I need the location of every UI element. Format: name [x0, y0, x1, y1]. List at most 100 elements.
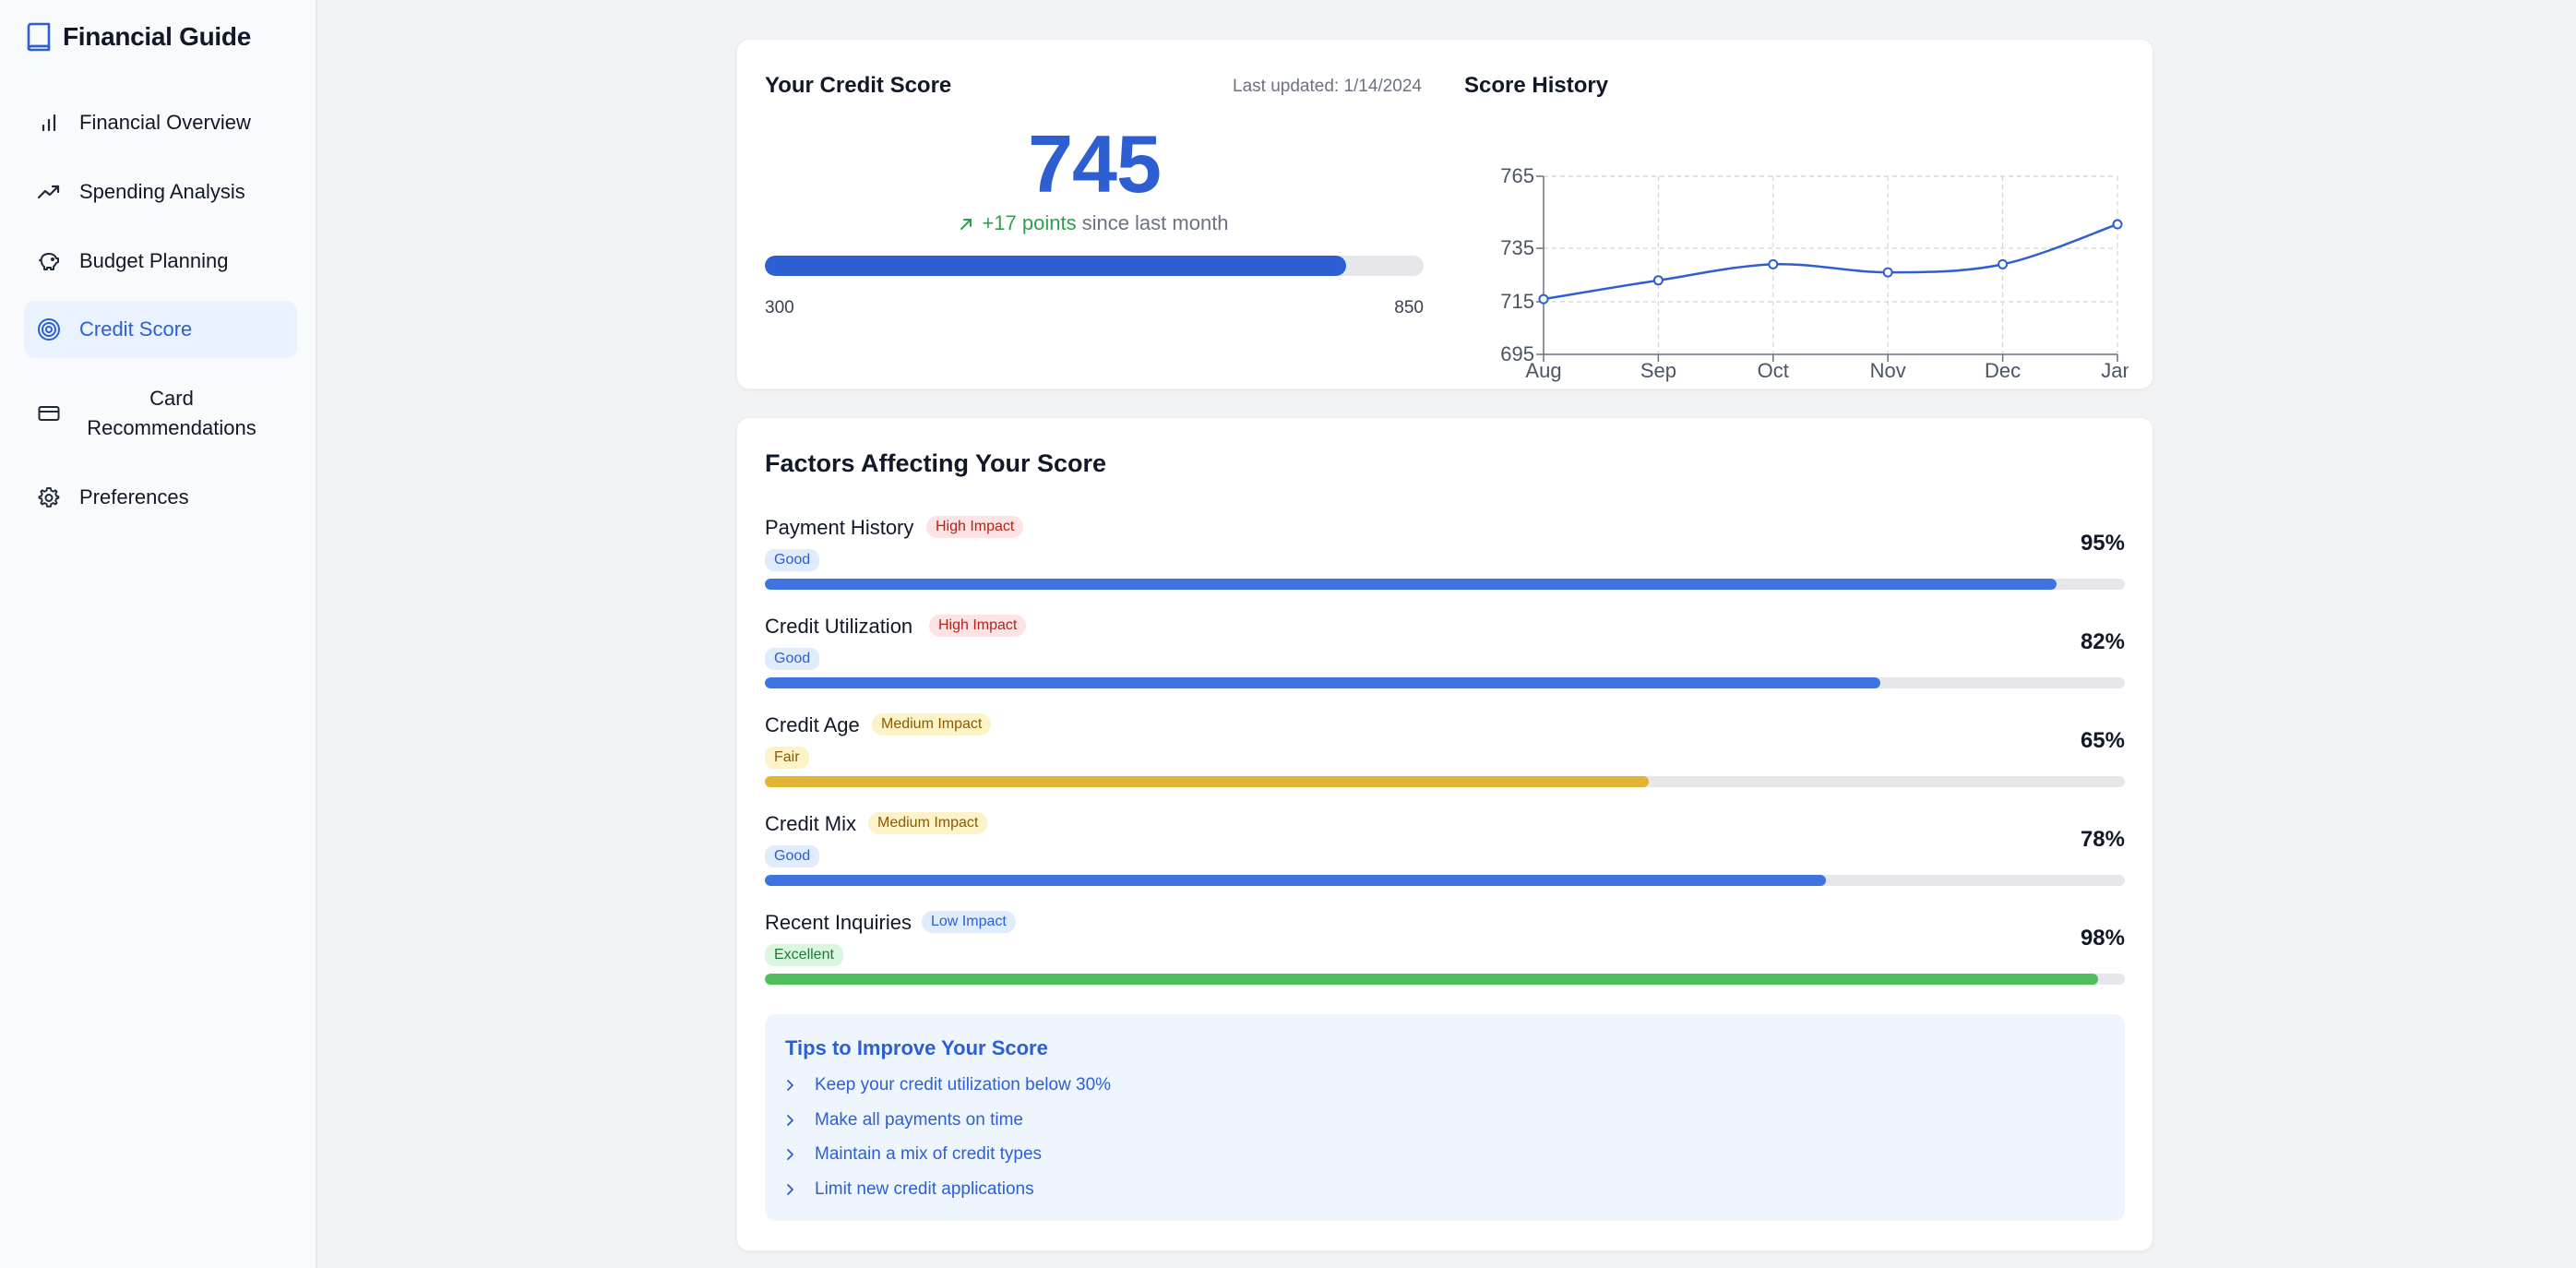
sidebar-item-label: Card Recommendations	[87, 387, 256, 439]
factor-recent-inquiries: Recent Inquiries Low Impact Excellent 98…	[765, 911, 2125, 1003]
tips-panel: Tips to Improve Your Score Keep your cre…	[765, 1014, 2125, 1221]
sidebar-item-label: Preferences	[79, 485, 189, 508]
factor-progress-fill	[765, 974, 2098, 985]
score-change: +17 points since last month	[765, 211, 1424, 236]
factor-name: Credit Age	[765, 713, 860, 736]
sidebar-item-credit-score[interactable]: Credit Score	[24, 301, 297, 358]
impact-badge: High Impact	[929, 615, 1027, 637]
factor-percent: 98%	[2080, 926, 2125, 951]
brand[interactable]: Financial Guide	[26, 20, 251, 54]
y-tick-label: 695	[1500, 342, 1534, 365]
y-tick-label: 715	[1500, 290, 1534, 313]
tip-text: Maintain a mix of credit types	[815, 1144, 1043, 1164]
factor-progress-bar	[765, 974, 2125, 985]
sidebar-item-spending-analysis[interactable]: Spending Analysis	[24, 163, 297, 221]
x-tick-label: Oct	[1758, 359, 1789, 382]
factor-progress-fill	[765, 875, 1826, 886]
credit-card-icon	[37, 401, 61, 425]
x-tick-label: Dec	[1985, 359, 2021, 382]
tip-text: Limit new credit applications	[815, 1179, 1034, 1199]
arrow-up-right-icon	[960, 212, 972, 236]
factor-progress-bar	[765, 875, 2125, 886]
data-point	[1652, 275, 1664, 286]
status-badge: Good	[765, 845, 820, 867]
status-badge: Excellent	[765, 944, 843, 966]
tip-item: Keep your credit utilization below 30%	[785, 1071, 1111, 1099]
credit-score-title: Your Credit Score	[765, 73, 952, 98]
tip-item: Limit new credit applications	[785, 1176, 1034, 1203]
impact-badge: Low Impact	[922, 911, 1016, 933]
score-change-points: +17 points	[982, 211, 1077, 234]
impact-badge: Medium Impact	[872, 713, 992, 736]
target-icon	[37, 317, 61, 341]
last-updated: Last updated: 1/14/2024	[1233, 77, 1422, 96]
x-tick-label: Aug	[1525, 359, 1561, 382]
tips-title: Tips to Improve Your Score	[785, 1036, 1048, 1059]
chevron-right-icon	[785, 1148, 798, 1161]
tip-text: Make all payments on time	[815, 1110, 1023, 1130]
sidebar-item-budget-planning[interactable]: Budget Planning	[24, 233, 297, 290]
y-tick-label: 735	[1500, 236, 1534, 259]
sidebar: Financial Guide Financial Overview Spend…	[0, 0, 317, 1268]
x-tick-label: Nov	[1870, 359, 1906, 382]
piggy-bank-icon	[37, 249, 61, 273]
data-point	[1538, 293, 1549, 305]
factors-card: Factors Affecting Your Score Payment His…	[736, 417, 2153, 1251]
score-range-bar	[765, 256, 1424, 276]
status-badge: Fair	[765, 747, 809, 769]
factor-name: Recent Inquiries	[765, 911, 912, 934]
brand-title: Financial Guide	[63, 22, 251, 51]
score-change-since: since last month	[1081, 211, 1229, 234]
book-icon	[26, 22, 52, 52]
factor-percent: 95%	[2080, 531, 2125, 556]
chevron-right-icon	[785, 1183, 798, 1196]
score-max: 850	[1394, 298, 1424, 317]
x-tick-label: Sep	[1640, 359, 1676, 382]
x-tick-label: Jan	[2101, 359, 2129, 382]
factor-progress-bar	[765, 677, 2125, 688]
trending-up-icon	[37, 180, 61, 204]
factor-name: Payment History	[765, 516, 914, 539]
sidebar-item-card-recommendations[interactable]: Card Recommendations	[24, 377, 297, 450]
factor-percent: 82%	[2080, 629, 2125, 654]
sidebar-item-label: Credit Score	[79, 317, 193, 341]
score-history-chart: 695 715 735 765 Aug Sep Oct Nov Dec Jan	[1500, 164, 2129, 382]
tip-item: Maintain a mix of credit types	[785, 1141, 1042, 1168]
data-point	[1998, 258, 2009, 269]
factor-progress-fill	[765, 677, 1880, 688]
factor-progress-fill	[765, 776, 1650, 787]
factor-credit-age: Credit Age Medium Impact Fair 65%	[765, 713, 2125, 806]
credit-score-card: Your Credit Score Last updated: 1/14/202…	[736, 39, 2153, 389]
tip-text: Keep your credit utilization below 30%	[815, 1075, 1112, 1095]
factor-credit-utilization: Credit Utilization High Impact Good 82%	[765, 615, 2125, 707]
factor-percent: 65%	[2080, 728, 2125, 753]
factors-title: Factors Affecting Your Score	[765, 449, 1107, 477]
data-point	[2112, 219, 2123, 230]
gear-icon	[37, 485, 61, 509]
factor-credit-mix: Credit Mix Medium Impact Good 78%	[765, 812, 2125, 904]
score-min: 300	[765, 298, 794, 317]
tip-item: Make all payments on time	[785, 1107, 1023, 1134]
score-range-fill	[765, 256, 1346, 276]
factor-progress-fill	[765, 579, 2057, 590]
impact-badge: High Impact	[926, 516, 1024, 538]
data-point	[1882, 267, 1893, 278]
sidebar-item-financial-overview[interactable]: Financial Overview	[24, 94, 297, 151]
factor-name: Credit Utilization	[765, 615, 913, 638]
factor-name: Credit Mix	[765, 812, 857, 835]
factor-percent: 78%	[2080, 827, 2125, 852]
sidebar-item-preferences[interactable]: Preferences	[24, 469, 297, 526]
bar-chart-icon	[37, 111, 61, 135]
status-badge: Good	[765, 648, 820, 670]
impact-badge: Medium Impact	[868, 812, 988, 834]
chevron-right-icon	[785, 1079, 798, 1092]
sidebar-item-label: Spending Analysis	[79, 180, 245, 203]
status-badge: Good	[765, 549, 820, 571]
data-point	[1768, 258, 1779, 269]
factor-payment-history: Payment History High Impact Good 95%	[765, 516, 2125, 608]
score-history-title: Score History	[1464, 73, 1609, 98]
sidebar-item-label: Budget Planning	[79, 249, 229, 272]
factor-progress-bar	[765, 776, 2125, 787]
factor-progress-bar	[765, 579, 2125, 590]
credit-score-value: 745	[1028, 118, 1162, 209]
